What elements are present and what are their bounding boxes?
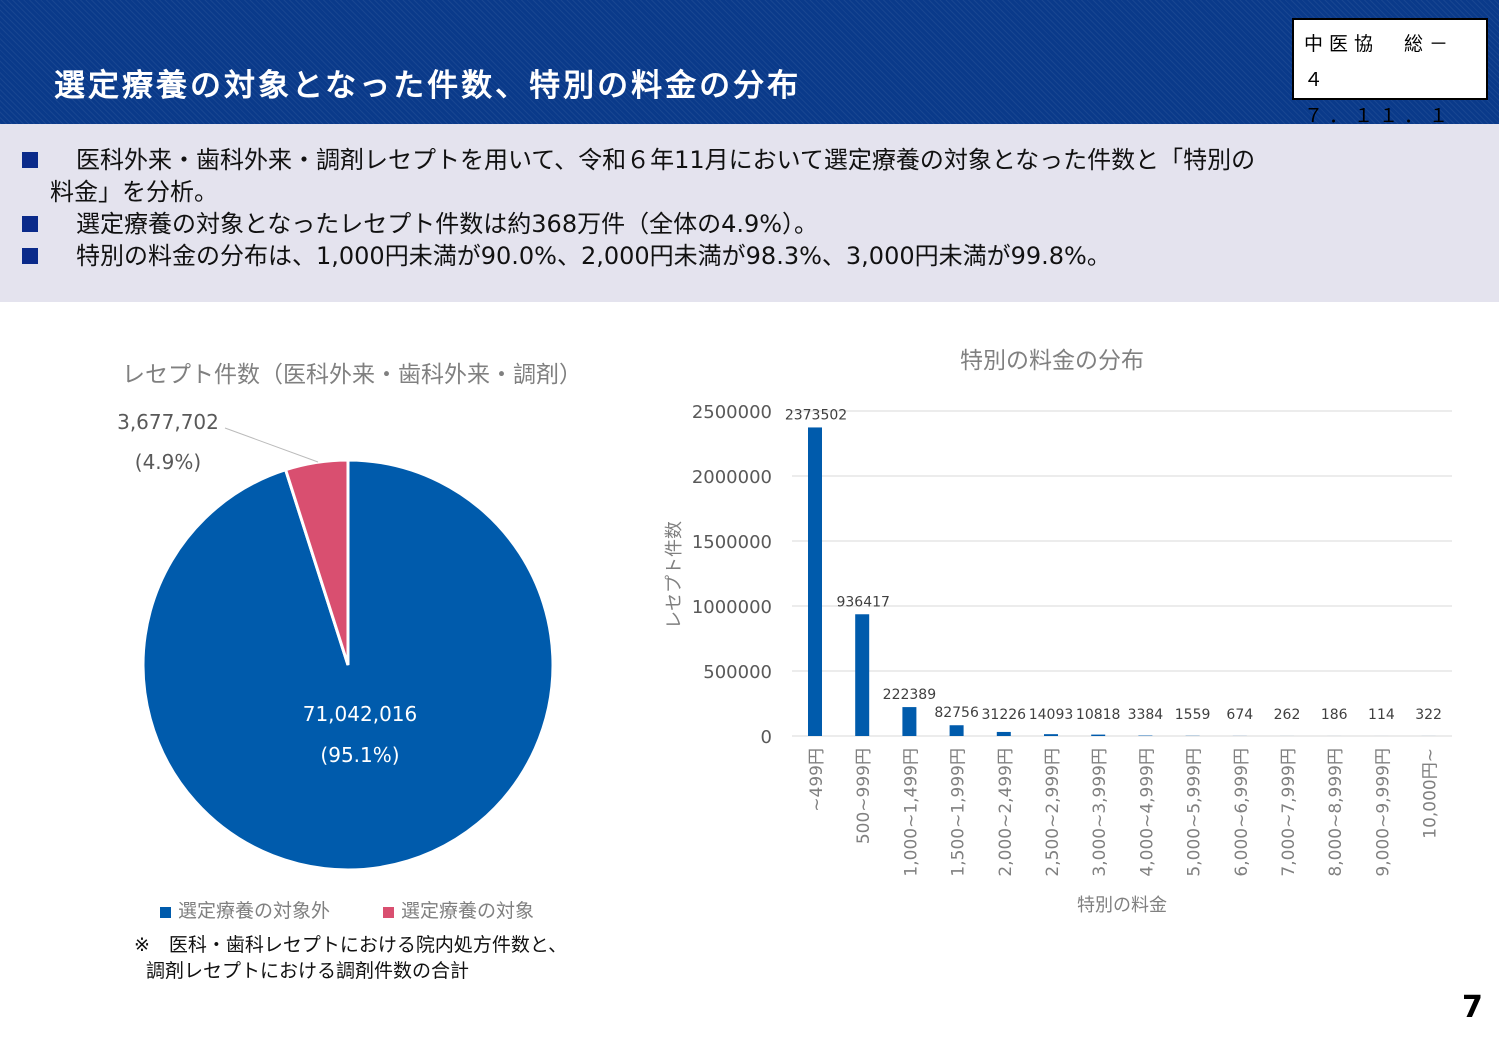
footnote-line: ※ 医科・歯科レセプトにおける院内処方件数と、	[134, 934, 568, 956]
y-tick-label: 1000000	[692, 597, 772, 618]
bullet-square-icon	[22, 152, 38, 168]
summary-bullets: 医科外来・歯科外来・調剤レセプトを用いて、令和６年11月において選定療養の対象と…	[0, 124, 1499, 302]
legend-swatch	[160, 907, 171, 918]
legend-label: 選定療養の対象	[401, 900, 534, 922]
bullet-text: 特別の料金の分布は、1,000円未満が90.0%、2,000円未満が98.3%、…	[76, 242, 1111, 270]
y-axis-label: レセプト件数	[664, 521, 685, 629]
bullet-item: 選定療養の対象となったレセプト件数は約368万件（全体の4.9%）。	[22, 208, 1499, 240]
data-label: 222389	[883, 687, 936, 703]
data-label: 322	[1415, 707, 1442, 723]
x-tick-label: 500~999円	[854, 748, 874, 844]
x-tick-label: ~499円	[807, 748, 827, 812]
data-label: 82756	[934, 705, 979, 721]
x-tick-label: 1,500~1,999円	[949, 748, 969, 877]
x-tick-label: 3,000~3,999円	[1090, 748, 1110, 877]
pie-slice	[283, 458, 350, 666]
x-tick-label: 9,000~9,999円	[1373, 748, 1393, 877]
x-tick-label: 2,000~2,499円	[996, 748, 1016, 877]
slice-pct-label: (4.9%)	[135, 450, 201, 474]
pie-chart: レセプト件数（医科外来・歯科外来・調剤） 3,677,702 (4.9%) 71…	[117, 362, 582, 922]
footnote: ※ 医科・歯科レセプトにおける院内処方件数と、 調剤レセプトにおける調剤件数の合…	[134, 932, 567, 984]
legend-label: 選定療養の対象外	[178, 900, 330, 922]
x-tick-label: 5,000~5,999円	[1185, 748, 1205, 877]
bar-chart: 特別の料金の分布 レセプト件数 特別の料金 0 500000 1000000 1500…	[664, 348, 1452, 916]
x-tick-label: 6,000~6,999円	[1232, 748, 1252, 877]
slice-value-label: 71,042,016	[303, 702, 418, 726]
bullet-square-icon	[22, 248, 38, 264]
footnote-line: 調剤レセプトにおける調剤件数の合計	[146, 960, 470, 982]
header: 選定療養の対象となった件数、特別の料金の分布 中医協 総－４ ７．１１．１４	[0, 0, 1499, 163]
x-axis-label: 特別の料金	[1077, 895, 1167, 916]
bar	[1044, 734, 1058, 736]
data-label: 14093	[1029, 707, 1074, 723]
pie-leader-line	[224, 427, 319, 463]
y-tick-label: 2000000	[692, 467, 772, 488]
bullet-text: 選定療養の対象となったレセプト件数は約368万件（全体の4.9%）。	[76, 210, 819, 238]
data-label: 936417	[836, 594, 889, 610]
x-tick-label: 7,000~7,999円	[1279, 748, 1299, 877]
badge-line1: 中医協 総－４	[1304, 33, 1455, 91]
bar	[1091, 734, 1106, 736]
data-label: 114	[1368, 707, 1395, 723]
data-label: 10818	[1076, 707, 1121, 723]
page-title: 選定療養の対象となった件数、特別の料金の分布	[54, 68, 802, 104]
bar	[996, 731, 1011, 736]
x-tick-label: 10,000円~	[1421, 748, 1441, 839]
bar	[949, 725, 964, 736]
y-tick-label: 2500000	[692, 402, 772, 423]
bullet-text-cont: 料金」を分析。	[50, 178, 218, 206]
data-label: 1559	[1175, 707, 1211, 723]
data-label: 31226	[982, 707, 1027, 723]
y-tick-label: 1500000	[692, 532, 772, 553]
bar	[855, 614, 870, 736]
document-badge: 中医協 総－４ ７．１１．１４	[1292, 18, 1488, 163]
x-tick-label: 2,500~2,999円	[1043, 748, 1063, 877]
bar	[902, 707, 917, 736]
data-label: 2373502	[785, 407, 847, 423]
data-label: 3384	[1128, 707, 1164, 723]
x-tick-label: 1,000~1,499円	[901, 748, 921, 877]
pie-title: レセプト件数（医科外来・歯科外来・調剤）	[122, 362, 582, 388]
bullet-item: 特別の料金の分布は、1,000円未満が90.0%、2,000円未満が98.3%、…	[22, 240, 1499, 272]
x-tick-label: 8,000~8,999円	[1326, 748, 1346, 877]
bullet-item: 医科外来・歯科外来・調剤レセプトを用いて、令和６年11月において選定療養の対象と…	[22, 144, 1499, 176]
data-label: 674	[1226, 707, 1253, 723]
page-number: 7	[1462, 990, 1483, 1025]
legend-swatch	[383, 907, 394, 918]
slice-value-label: 3,677,702	[117, 410, 219, 434]
data-label: 262	[1274, 707, 1301, 723]
bullet-text: 医科外来・歯科外来・調剤レセプトを用いて、令和６年11月において選定療養の対象と…	[76, 146, 1256, 174]
bar	[808, 427, 822, 736]
data-label: 186	[1321, 707, 1348, 723]
bar-title: 特別の料金の分布	[960, 348, 1144, 374]
slice-pct-label: (95.1%)	[320, 743, 399, 767]
bullet-square-icon	[22, 216, 38, 232]
x-tick-label: 4,000~4,999円	[1137, 748, 1157, 877]
y-tick-label: 500000	[703, 662, 772, 683]
y-tick-label: 0	[761, 727, 772, 748]
